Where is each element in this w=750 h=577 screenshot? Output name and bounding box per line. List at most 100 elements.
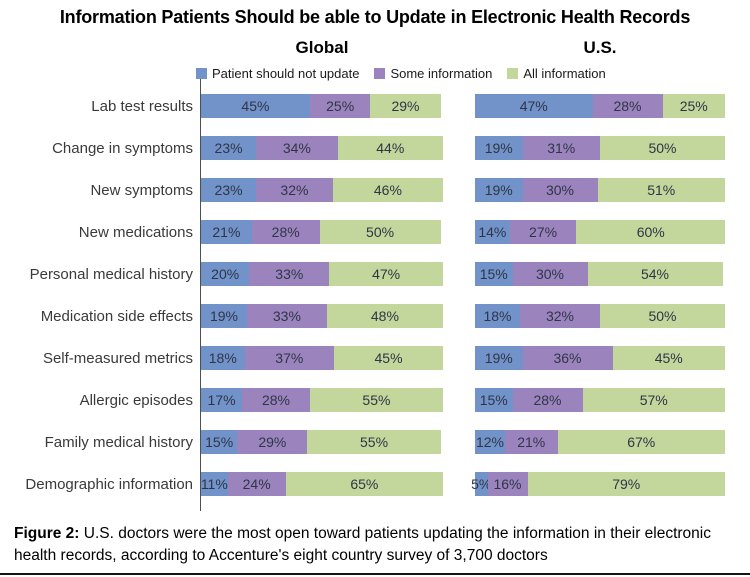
legend-label: Patient should not update: [212, 66, 360, 81]
bar-value-label: 29%: [258, 434, 287, 450]
category-label: Demographic information: [25, 475, 193, 493]
panel-header-spacer: [0, 38, 201, 58]
bar-value-label: 21%: [212, 224, 241, 240]
bar-segment: 55%: [309, 388, 443, 412]
bar-value-label: 30%: [535, 266, 565, 282]
bar-value-label: 15%: [479, 392, 508, 408]
bar-segment: 50%: [600, 304, 725, 328]
category-label: Personal medical history: [29, 265, 193, 283]
bar-segment: 50%: [319, 220, 441, 244]
bar-segment: 79%: [527, 472, 725, 496]
bar-segment: 25%: [662, 94, 725, 118]
global-stacked-bar: 15% 29% 55%: [201, 430, 443, 454]
bottom-rule: [0, 573, 750, 575]
bar-segment: 65%: [285, 472, 443, 496]
legend-swatch-icon: [507, 68, 519, 79]
global-stacked-bar: 20% 33% 47%: [201, 262, 443, 286]
bar-value-label: 55%: [362, 392, 391, 408]
bar-value-label: 36%: [553, 350, 582, 366]
global-stacked-bar: 45% 25% 29%: [201, 94, 443, 118]
bar-value-label: 19%: [484, 182, 513, 198]
global-stacked-bar: 19% 33% 48%: [201, 304, 443, 328]
bar-segment: 17%: [201, 388, 243, 412]
bar-segment: 16%: [487, 472, 528, 496]
bar-segment: 30%: [522, 178, 598, 202]
global-stacked-bar: 11% 24% 65%: [201, 472, 443, 496]
bar-value-label: 50%: [648, 308, 677, 324]
bar-segment: 37%: [244, 346, 335, 370]
bar-value-label: 54%: [640, 266, 670, 282]
bar-value-label: 57%: [639, 392, 668, 408]
bar-segment: 21%: [201, 220, 252, 244]
bar-segment: 55%: [307, 430, 441, 454]
bar-value-label: 5%: [471, 476, 492, 492]
bar-segment: 50%: [600, 136, 725, 160]
bar-segment: 30%: [512, 262, 588, 286]
global-stacked-bar: 21% 28% 50%: [201, 220, 443, 244]
bar-value-label: 28%: [613, 98, 642, 114]
bar-segment: 33%: [249, 262, 330, 286]
bar-segment: 46%: [332, 178, 443, 202]
bar-segment: 20%: [201, 262, 250, 286]
legend-swatch-icon: [196, 68, 207, 79]
bar-segment: 29%: [237, 430, 308, 454]
bar-value-label: 18%: [208, 350, 237, 366]
category-label: New medications: [78, 223, 193, 241]
category-label: Allergic episodes: [79, 391, 193, 409]
bar-value-label: 33%: [272, 308, 301, 324]
bar-segment: 11%: [201, 472, 228, 496]
bar-value-label: 14%: [478, 224, 507, 240]
global-y-axis-line: [200, 79, 201, 511]
bar-segment: 28%: [592, 94, 663, 118]
bar-segment: 15%: [475, 262, 513, 286]
chart-row: Family medical history 15% 29% 55% 12% 21% 67%: [0, 421, 750, 463]
bar-value-label: 17%: [207, 392, 236, 408]
bar-value-label: 28%: [271, 224, 300, 240]
bar-value-label: 18%: [483, 308, 512, 324]
us-stacked-bar: 12% 21% 67%: [475, 430, 725, 454]
bar-value-label: 50%: [366, 224, 395, 240]
panel-header-gap: [443, 38, 475, 58]
bar-value-label: 29%: [391, 98, 420, 114]
legend-label: Some information: [390, 66, 493, 81]
bar-value-label: 45%: [374, 350, 403, 366]
legend-swatch-icon: [374, 68, 386, 79]
bar-value-label: 50%: [648, 140, 677, 156]
global-stacked-bar: 18% 37% 45%: [201, 346, 443, 370]
bar-value-label: 32%: [545, 308, 575, 324]
bar-value-label: 34%: [282, 140, 311, 156]
bar-value-label: 51%: [647, 182, 676, 198]
bar-segment: 15%: [475, 388, 513, 412]
bar-value-label: 25%: [679, 98, 708, 114]
chart-title: Information Patients Should be able to U…: [59, 7, 691, 27]
us-stacked-bar: 47% 28% 25%: [475, 94, 725, 118]
bar-value-label: 19%: [484, 140, 513, 156]
global-stacked-bar: 17% 28% 55%: [201, 388, 443, 412]
bar-segment: 45%: [201, 94, 310, 118]
legend-item: All information: [507, 66, 606, 81]
bar-value-label: 44%: [376, 140, 405, 156]
bar-segment: 12%: [475, 430, 505, 454]
bar-segment: 14%: [475, 220, 510, 244]
panel-header-us: U.S.: [583, 38, 617, 57]
panel-header-global: Global: [295, 38, 349, 57]
bar-segment: 27%: [509, 220, 577, 244]
chart-row: New symptoms 23% 32% 46% 19% 30% 51%: [0, 169, 750, 211]
figure-caption: Figure 2: U.S. doctors were the most ope…: [14, 523, 719, 567]
bar-segment: 48%: [326, 304, 443, 328]
bar-segment: 19%: [201, 304, 247, 328]
bar-value-label: 27%: [529, 224, 558, 240]
chart-row: Allergic episodes 17% 28% 55% 15% 28% 57%: [0, 379, 750, 421]
bar-value-label: 60%: [636, 224, 665, 240]
bar-segment: 18%: [475, 304, 520, 328]
chart-row: New medications 21% 28% 50% 14% 27% 60%: [0, 211, 750, 253]
chart-row: Personal medical history 20% 33% 47% 15% 30% 5…: [0, 253, 750, 295]
bar-value-label: 24%: [242, 476, 271, 492]
bar-segment: 19%: [475, 136, 523, 160]
bar-segment: 19%: [475, 178, 523, 202]
bar-value-label: 16%: [493, 476, 522, 492]
chart-row: Medication side effects 19% 33% 48% 18% 32% 50…: [0, 295, 750, 337]
bar-value-label: 28%: [533, 392, 562, 408]
caption-text: U.S. doctors were the most open toward p…: [14, 525, 711, 564]
